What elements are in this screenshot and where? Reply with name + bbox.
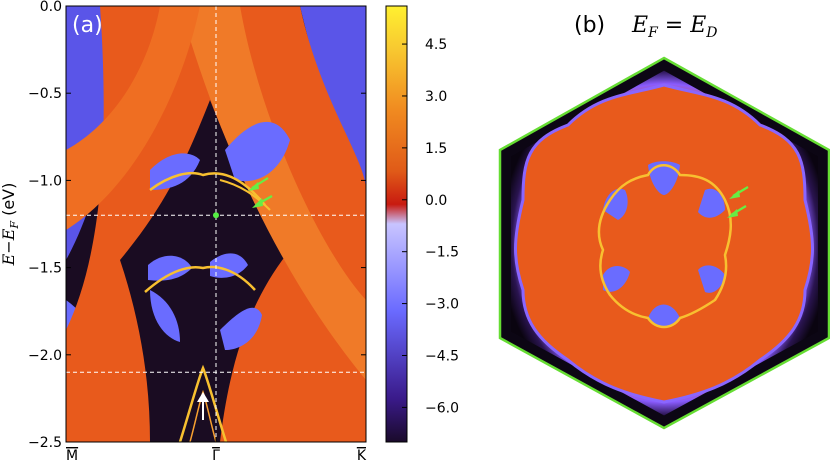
pocket-lower-right [220, 307, 262, 350]
y-tick-label: −2.0 [28, 348, 62, 364]
band-left-curve [66, 6, 200, 230]
panel-b-title-lhs-sub: F [647, 25, 659, 41]
colorbar-tick-label: −6.0 [425, 400, 459, 416]
pocket-upper-right [225, 121, 290, 182]
surface-state-upper [149, 171, 266, 206]
bz-pocket-lower-right [698, 265, 725, 293]
colorbar-tick-label: −1.5 [425, 245, 459, 261]
colorbar [385, 5, 408, 443]
dirac-point-marker [213, 212, 219, 219]
colorbar-tick-label: 4.5 [425, 37, 447, 53]
fermi-contour [597, 164, 732, 329]
surface-state-upper-2 [219, 179, 271, 211]
bz-green-arrow-1 [729, 186, 749, 199]
pocket-mid-right [210, 253, 248, 278]
bz-pocket-bottom [648, 304, 680, 327]
x-tick-label: Γ [212, 448, 220, 464]
bz-pocket-upper-right [698, 188, 725, 218]
y-tick-label: −1.5 [28, 261, 62, 277]
colorbar-tick-label: 3.0 [425, 89, 447, 105]
y-tick-label: −0.5 [28, 86, 62, 102]
bz-green-arrow-2 [727, 205, 747, 218]
panel-b: (b) EF = ED [498, 13, 830, 430]
y-axis: 0.0 −0.5 −1.0 −1.5 −2.0 −2.5 [28, 0, 366, 451]
y-axis-label-sub: F [8, 221, 21, 230]
green-arrow-2 [252, 195, 273, 208]
svg-text:E−EF (eV): E−EF (eV) [0, 183, 21, 267]
panel-a-label: (a) [72, 13, 103, 38]
colorbar-axis: 4.5 3.0 1.5 0.0 −1.5 −3.0 −4.5 −6.0 [402, 37, 459, 416]
panel-b-title-rhs-sub: D [705, 25, 717, 41]
panel-a: (a) [66, 6, 366, 442]
x-tick-label: M [66, 448, 78, 464]
panel-b-title-rhs: E [689, 13, 706, 38]
panel-b-title-lhs: E [631, 13, 648, 38]
colorbar-tick-label: 0.0 [425, 193, 447, 209]
fermi-surface-outer [514, 83, 814, 404]
colorbar-tick-label: −3.0 [425, 297, 459, 313]
white-arrow [197, 392, 209, 420]
panel-b-title: EF = ED [631, 13, 718, 41]
green-arrow-1 [248, 177, 269, 191]
bz-pocket-lower-left [603, 266, 630, 292]
colorbar-tick-label: 1.5 [425, 141, 447, 157]
y-tick-label: −2.5 [28, 435, 62, 451]
bz-pocket-top [648, 161, 680, 195]
brillouin-zone-border [498, 56, 830, 430]
y-axis-label-main: E−E [0, 228, 18, 266]
y-tick-label: 0.0 [40, 0, 62, 15]
x-tick-label: K [357, 448, 367, 464]
y-axis-label: E−EF (eV) [0, 183, 21, 267]
pocket-lower-left [150, 290, 180, 342]
colorbar-tick-label: −4.5 [425, 348, 459, 364]
y-axis-label-unit: (eV) [0, 183, 18, 221]
band-diagonal [180, 6, 366, 380]
pocket-mid-left [148, 255, 192, 281]
bz-pocket-upper-left [603, 188, 628, 220]
surface-state-mid [144, 265, 256, 293]
dirac-cone [178, 364, 228, 442]
panel-b-label: (b) [574, 13, 605, 38]
panel-b-title-eq: = [658, 13, 690, 38]
y-tick-label: −1.0 [28, 173, 62, 189]
